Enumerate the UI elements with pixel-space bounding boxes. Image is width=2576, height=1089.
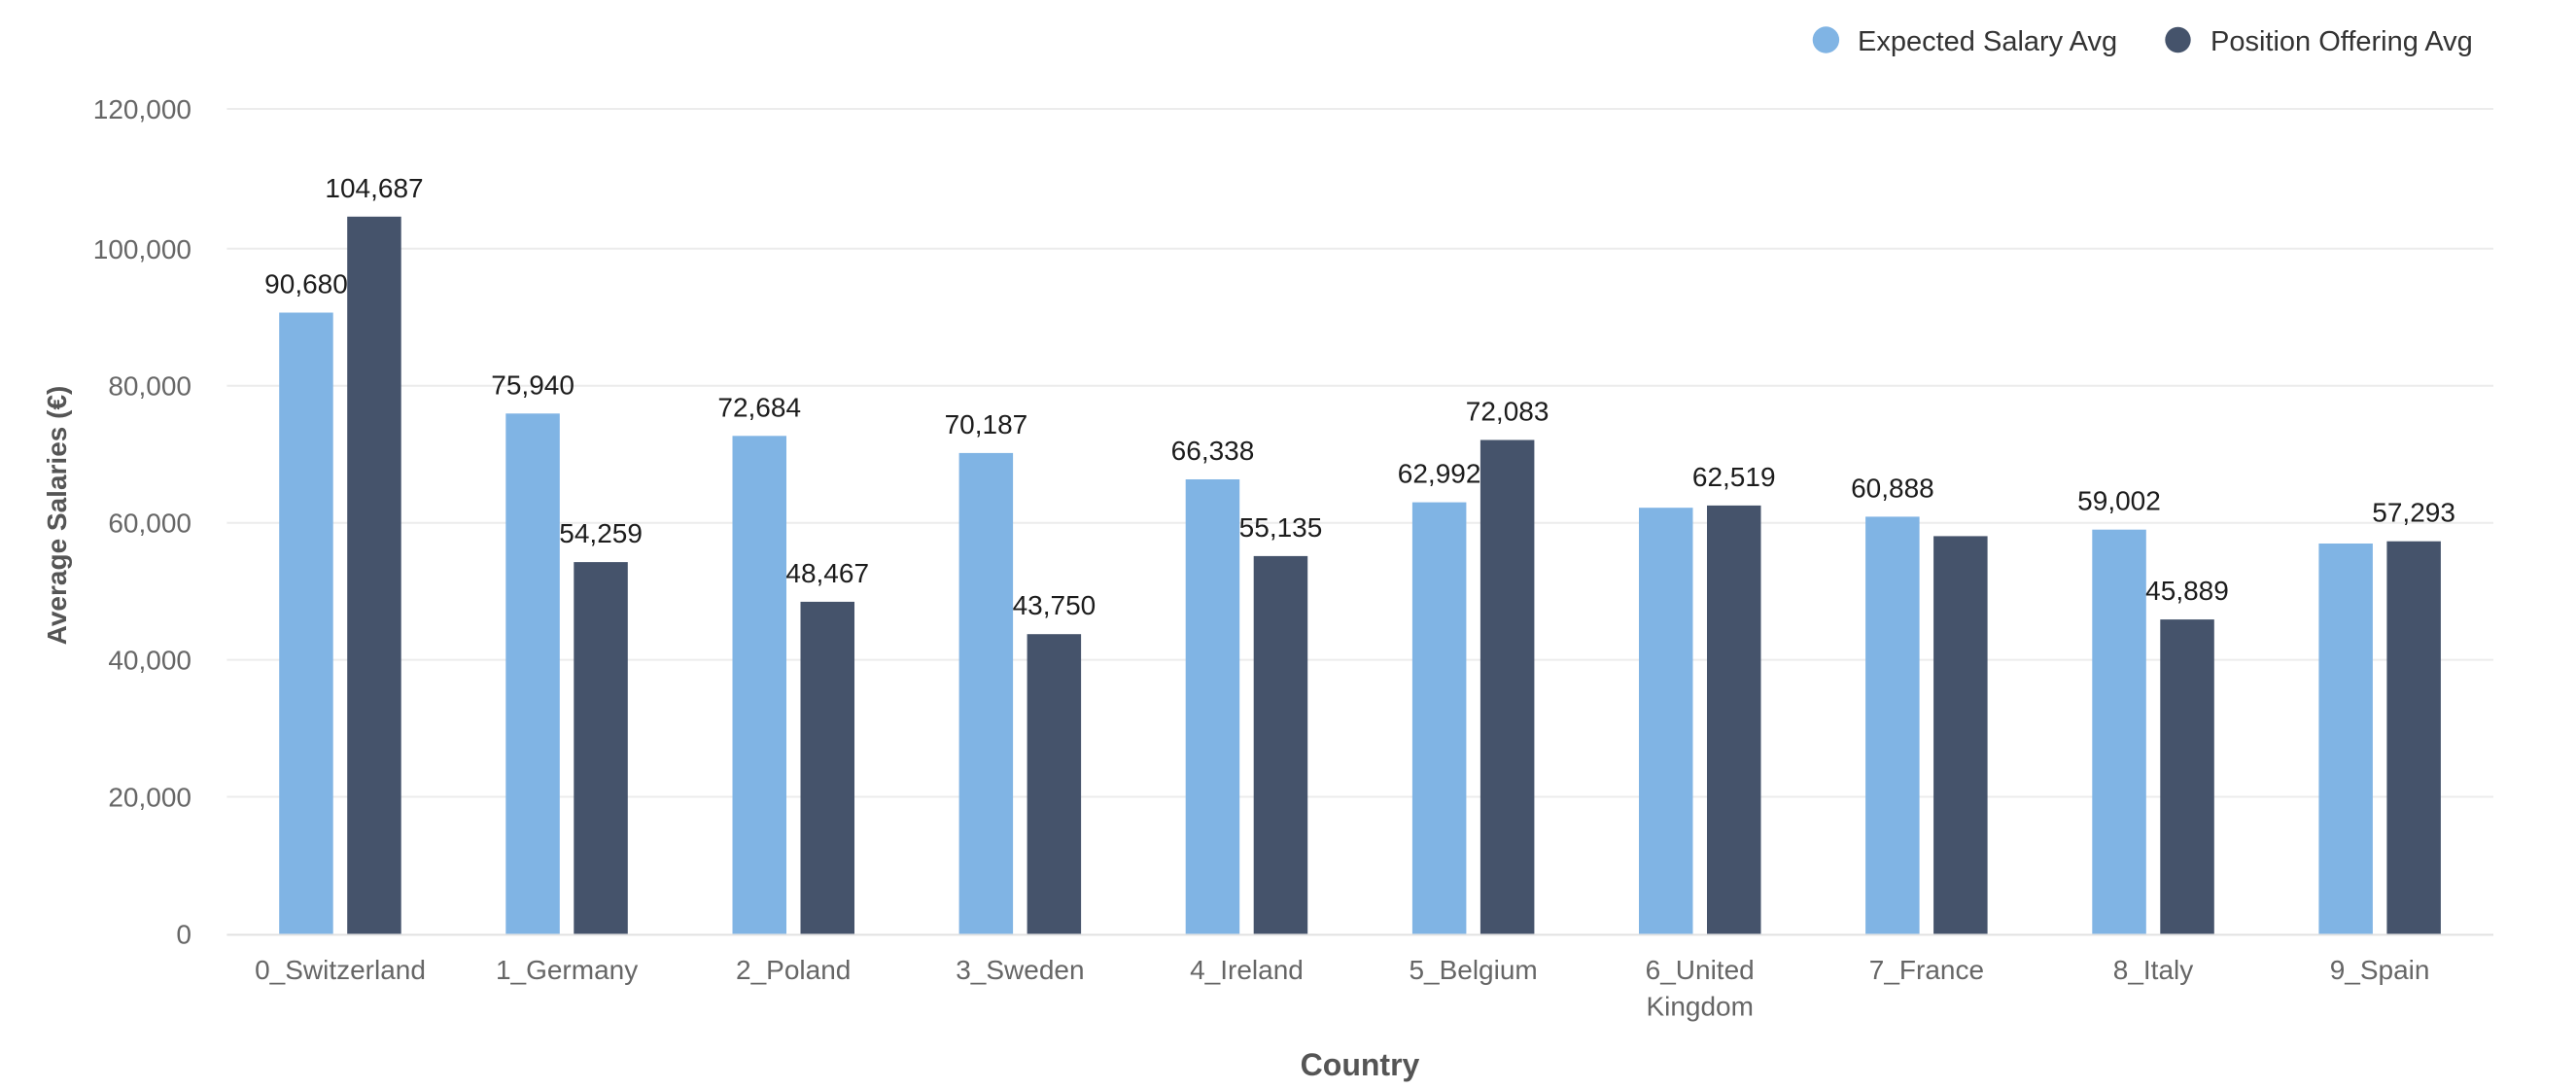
svg-text:60,000: 60,000 [108,509,191,539]
svg-text:0_Switzerland: 0_Switzerland [255,955,426,985]
svg-text:66,338: 66,338 [1171,436,1255,466]
svg-text:Kingdom: Kingdom [1646,991,1754,1021]
svg-text:70,187: 70,187 [945,409,1028,439]
svg-text:20,000: 20,000 [108,783,191,813]
svg-text:Position Offering Avg: Position Offering Avg [2210,26,2473,57]
svg-text:43,750: 43,750 [1013,590,1097,620]
svg-text:8_Italy: 8_Italy [2113,955,2194,985]
svg-text:100,000: 100,000 [93,234,191,264]
svg-text:45,889: 45,889 [2145,576,2229,606]
svg-text:62,519: 62,519 [1692,462,1776,492]
svg-text:59,002: 59,002 [2077,486,2161,516]
svg-text:4_Ireland: 4_Ireland [1190,955,1304,985]
svg-text:1_Germany: 1_Germany [496,955,638,985]
svg-text:120,000: 120,000 [93,94,191,124]
svg-text:Country: Country [1301,1047,1420,1082]
svg-text:Average Salaries (€): Average Salaries (€) [42,386,72,646]
svg-text:62,992: 62,992 [1398,459,1481,489]
svg-text:40,000: 40,000 [108,646,191,676]
svg-text:7_France: 7_France [1869,955,1984,985]
svg-text:72,684: 72,684 [717,392,801,422]
svg-text:104,687: 104,687 [325,173,423,203]
svg-text:48,467: 48,467 [785,558,869,588]
svg-text:54,259: 54,259 [559,518,643,548]
svg-text:Expected Salary Avg: Expected Salary Avg [1858,26,2117,57]
svg-text:72,083: 72,083 [1466,397,1549,427]
svg-text:57,293: 57,293 [2372,498,2455,528]
svg-text:90,680: 90,680 [264,269,348,299]
svg-text:3_Sweden: 3_Sweden [956,955,1084,985]
svg-text:2_Poland: 2_Poland [736,955,851,985]
svg-text:0: 0 [176,919,191,949]
svg-text:6_United: 6_United [1646,955,1755,985]
svg-text:80,000: 80,000 [108,371,191,402]
svg-text:55,135: 55,135 [1239,512,1323,543]
svg-text:75,940: 75,940 [491,369,574,400]
svg-text:9_Spain: 9_Spain [2330,955,2430,985]
svg-text:60,888: 60,888 [1851,473,1934,503]
svg-text:5_Belgium: 5_Belgium [1409,955,1537,985]
